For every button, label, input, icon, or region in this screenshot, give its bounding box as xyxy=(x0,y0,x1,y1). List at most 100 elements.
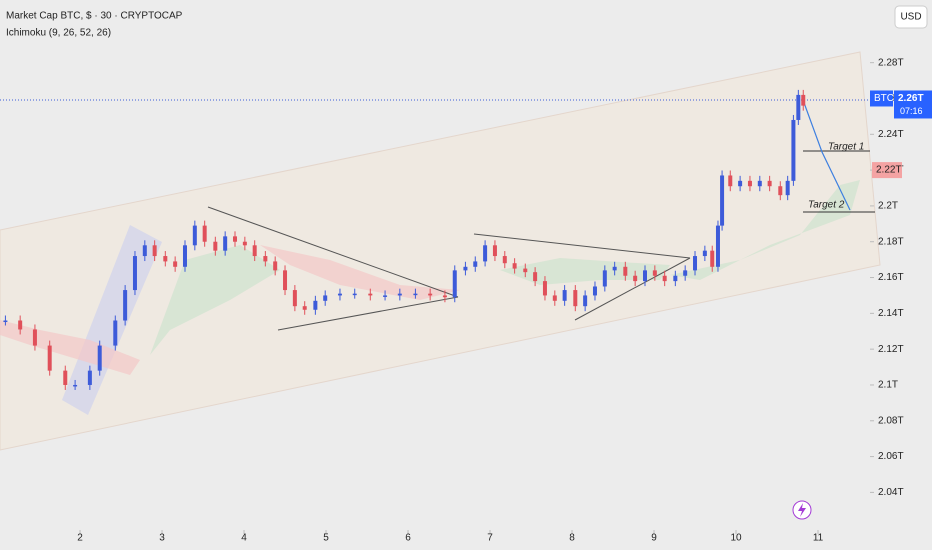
triangle-line xyxy=(574,257,691,321)
candle xyxy=(233,236,238,242)
x-tick-label: 4 xyxy=(241,533,247,544)
candle xyxy=(796,94,801,120)
candle xyxy=(642,270,647,282)
countdown-label: 07:16 xyxy=(900,106,923,116)
candle xyxy=(542,281,547,296)
candle xyxy=(173,261,178,267)
candle xyxy=(623,266,628,276)
x-tick-label: 8 xyxy=(569,533,575,544)
symbol-label: BTC xyxy=(874,93,894,104)
chart-title: Market Cap BTC, $ · 30 · CRYPTOCAP xyxy=(6,11,183,22)
candle xyxy=(683,270,688,276)
y-tick-label: 2.14T xyxy=(878,308,904,319)
candle xyxy=(562,290,567,301)
candle xyxy=(163,256,168,262)
y-tick-label: 2.08T xyxy=(878,415,904,426)
impulse-box xyxy=(62,225,162,415)
candle xyxy=(442,295,447,298)
y-tick-label: 2.2T xyxy=(878,201,898,212)
y-tick-label: 2.04T xyxy=(878,487,904,498)
candle xyxy=(728,175,733,187)
x-tick-label: 7 xyxy=(487,533,493,544)
candle xyxy=(73,384,78,387)
candle xyxy=(242,241,247,246)
x-tick-label: 6 xyxy=(405,533,411,544)
candle xyxy=(502,256,507,264)
candle xyxy=(785,180,790,196)
triangle-line xyxy=(207,206,459,298)
candle xyxy=(32,329,37,346)
candle xyxy=(533,272,538,282)
y-tick-label: 2.28T xyxy=(878,57,904,68)
currency-label[interactable]: USD xyxy=(900,12,921,23)
candle xyxy=(313,300,318,310)
candle xyxy=(673,275,678,282)
candle xyxy=(283,270,288,291)
candle xyxy=(592,286,597,296)
candle xyxy=(63,370,68,385)
marker-box xyxy=(872,162,902,179)
candle xyxy=(87,370,92,385)
candle xyxy=(791,119,796,181)
candle xyxy=(152,245,157,257)
candle xyxy=(512,263,517,269)
candle xyxy=(323,295,328,301)
candle xyxy=(397,293,402,296)
candle xyxy=(715,225,720,267)
marker-label: 2.22T xyxy=(876,165,902,176)
candle xyxy=(573,290,578,307)
price-label: 2.26T xyxy=(898,93,924,104)
y-tick-label: 2.24T xyxy=(878,129,904,140)
candle xyxy=(18,320,23,330)
candle xyxy=(292,290,297,307)
candle xyxy=(523,268,528,273)
y-tick-label: 2.16T xyxy=(878,272,904,283)
candle xyxy=(263,256,268,262)
candle xyxy=(662,275,667,282)
candle xyxy=(192,225,197,246)
candle xyxy=(182,245,187,267)
x-tick-label: 2 xyxy=(77,533,83,544)
x-tick-label: 3 xyxy=(159,533,165,544)
candle xyxy=(652,270,657,276)
candle xyxy=(252,245,257,257)
candle xyxy=(801,94,806,106)
candle xyxy=(473,261,478,267)
x-tick-label: 11 xyxy=(813,533,824,544)
candle xyxy=(223,236,228,251)
event-icon-bolt xyxy=(798,503,806,517)
candle xyxy=(47,345,52,371)
candle xyxy=(757,180,762,187)
cloud-green xyxy=(150,245,280,355)
candle xyxy=(767,180,772,187)
candle xyxy=(142,245,147,257)
candle xyxy=(3,320,8,323)
cloud-red xyxy=(260,245,460,300)
candle xyxy=(693,256,698,271)
annotation: Target 2 xyxy=(808,200,845,211)
symbol-box xyxy=(870,90,893,107)
candle xyxy=(97,345,102,371)
price-box xyxy=(894,90,932,119)
currency-button[interactable] xyxy=(894,5,928,29)
candle xyxy=(452,270,457,298)
candle xyxy=(302,306,307,310)
x-tick-label: 5 xyxy=(323,533,329,544)
candle xyxy=(213,241,218,251)
candle xyxy=(368,293,373,296)
channel xyxy=(0,51,881,451)
candle xyxy=(383,295,388,297)
x-tick-label: 9 xyxy=(651,533,657,544)
annotation: Target 1 xyxy=(828,142,864,153)
y-tick-label: 2.12T xyxy=(878,344,904,355)
candle xyxy=(778,186,783,196)
candle xyxy=(113,320,118,346)
cloud-green xyxy=(500,258,670,285)
candle xyxy=(428,293,433,296)
x-tick-label: 10 xyxy=(730,533,742,544)
candle xyxy=(702,250,707,257)
triangle-line xyxy=(473,233,691,259)
candle xyxy=(602,270,607,287)
candle xyxy=(132,256,137,291)
